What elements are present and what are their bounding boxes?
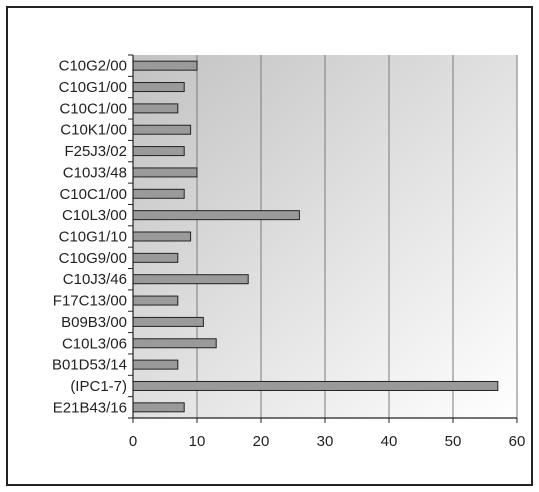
category-label: C10G1/10: [59, 229, 127, 246]
x-tick-label: 10: [189, 433, 206, 450]
category-labels: C10G2/00 C10G1/00 C10C1/00 C10K1/00 F25J3/02…: [52, 58, 127, 417]
category-label: F17C13/00: [53, 293, 127, 310]
bar-8: [132, 231, 192, 242]
category-label: B09B3/00: [61, 314, 127, 331]
bar-11: [132, 295, 179, 306]
x-tick-label: 0: [129, 433, 137, 450]
category-label: E21B43/16: [53, 399, 127, 416]
bar-7: [132, 210, 300, 221]
x-tick-label: 20: [253, 433, 270, 450]
bar-15: [132, 380, 499, 391]
x-tick-label: 40: [381, 433, 398, 450]
category-label: C10J3/48: [63, 164, 127, 181]
category-label: C10K1/00: [60, 122, 127, 139]
bar-0: [132, 60, 198, 71]
bar-13: [132, 338, 217, 349]
x-tick-labels: 0 10 20 30 40 50 60: [129, 433, 526, 450]
bar-6: [132, 188, 185, 199]
bar-5: [132, 167, 198, 178]
category-label: C10L3/00: [62, 207, 127, 224]
bar-14: [132, 359, 179, 370]
bar-2: [132, 103, 179, 114]
category-label: C10G1/00: [59, 79, 127, 96]
category-label: C10C1/00: [59, 186, 127, 203]
x-tick-label: 60: [509, 433, 526, 450]
category-label: C10L3/06: [62, 335, 127, 352]
bar-4: [132, 146, 185, 157]
bar-12: [132, 316, 204, 327]
category-label: C10G2/00: [59, 58, 127, 75]
category-label: C10G9/00: [59, 250, 127, 267]
bar-10: [132, 274, 249, 285]
bar-1: [132, 82, 185, 93]
bar-3: [132, 124, 192, 135]
grid-lines: [196, 55, 518, 418]
category-label: C10J3/46: [63, 271, 127, 288]
category-label: B01D53/14: [52, 357, 127, 374]
category-label: C10C1/00: [59, 100, 127, 117]
category-label: F25J3/02: [64, 143, 127, 160]
category-label: (IPC1-7): [70, 378, 127, 395]
bar-16: [132, 402, 185, 413]
axes: [128, 54, 518, 423]
x-tick-label: 30: [317, 433, 334, 450]
bar-9: [132, 252, 179, 263]
x-tick-label: 50: [445, 433, 462, 450]
